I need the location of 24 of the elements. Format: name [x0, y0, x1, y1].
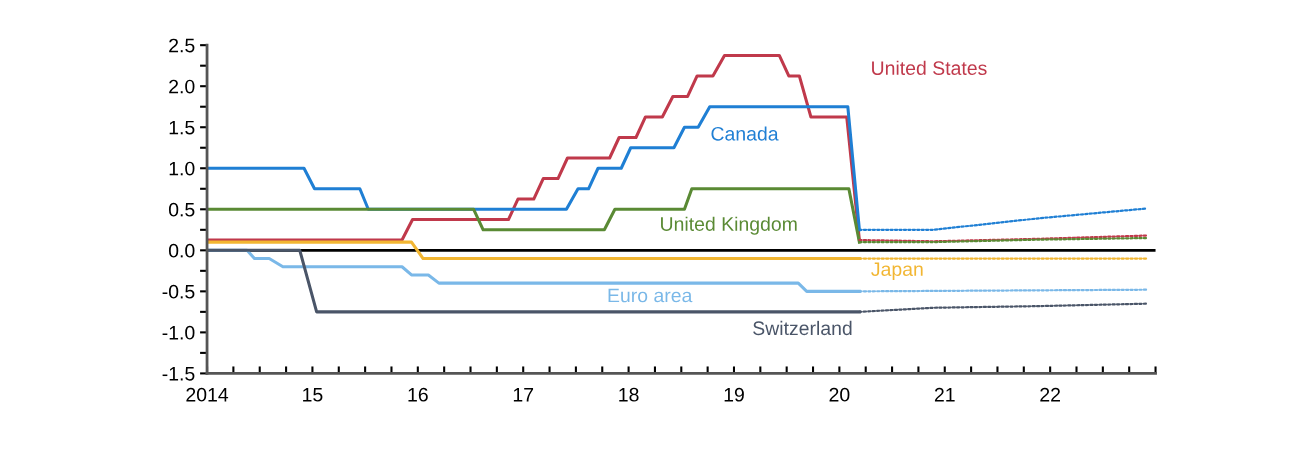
text: United States — [872, 60, 987, 76]
y-tick-label: -1.0 — [162, 325, 195, 340]
y-tick-label: 2.0 — [169, 79, 195, 94]
y-tick-label: 0.5 — [168, 202, 195, 217]
series-label: United Kingdom — [661, 216, 797, 235]
x-tick-label: 17 — [513, 388, 534, 402]
series-label: Switzerland — [753, 320, 852, 336]
y-tick-label: 0.0 — [168, 243, 195, 258]
y-tick-label: 1.5 — [169, 120, 195, 135]
y-tick-label: -0.5 — [162, 284, 195, 299]
x-tick-label: 16 — [408, 387, 428, 402]
series-label: Euro area — [608, 288, 693, 303]
x-tick-label: 22 — [1040, 387, 1060, 402]
x-tick-label: 21 — [934, 387, 955, 402]
x-tick-label: 20 — [829, 387, 850, 402]
series-label: Japan — [871, 262, 923, 280]
x-tick-label: 19 — [724, 387, 744, 402]
x-tick-label: 18 — [619, 387, 639, 402]
x-tick-label: 15 — [303, 388, 323, 402]
y-tick-label: -1.5 — [162, 367, 195, 381]
series-label: Canada — [711, 126, 779, 141]
y-tick-label: 2.5 — [169, 38, 195, 53]
y-tick-label: 1.0 — [169, 161, 195, 176]
x-tick-label: 2014 — [186, 387, 229, 402]
